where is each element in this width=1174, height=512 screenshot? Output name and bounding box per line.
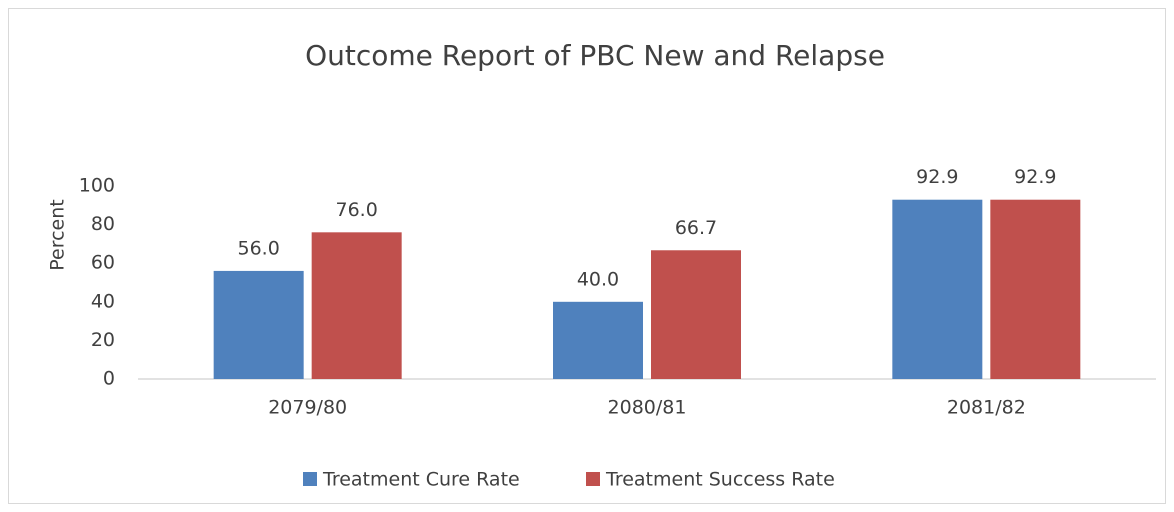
bar — [213, 270, 304, 379]
y-tick-label: 100 — [79, 175, 115, 197]
x-tick-label: 2079/80 — [268, 397, 347, 419]
legend-label: Treatment Success Rate — [605, 469, 835, 491]
y-tick-label: 80 — [91, 213, 115, 235]
data-label: 40.0 — [577, 268, 619, 290]
legend-swatch — [303, 472, 317, 486]
data-label: 92.9 — [1014, 166, 1056, 188]
bar — [553, 301, 643, 379]
x-tick-label: 2081/82 — [947, 397, 1026, 419]
y-tick-label: 20 — [91, 329, 115, 351]
y-tick-label: 40 — [91, 290, 115, 312]
bar — [311, 232, 402, 379]
bar — [892, 199, 983, 379]
y-tick-label: 60 — [91, 252, 115, 274]
bar — [651, 250, 741, 379]
y-tick-label: 0 — [103, 368, 115, 390]
chart-title: Outcome Report of PBC New and Relapse — [305, 39, 885, 72]
legend-label: Treatment Cure Rate — [322, 469, 520, 491]
y-axis-label: Percent — [47, 199, 69, 271]
legend-swatch — [586, 472, 600, 486]
x-tick-label: 2080/81 — [608, 397, 687, 419]
data-label: 92.9 — [916, 166, 958, 188]
bar — [990, 199, 1081, 379]
data-label: 66.7 — [675, 217, 717, 239]
data-label: 76.0 — [336, 199, 378, 221]
data-label: 56.0 — [238, 237, 280, 259]
